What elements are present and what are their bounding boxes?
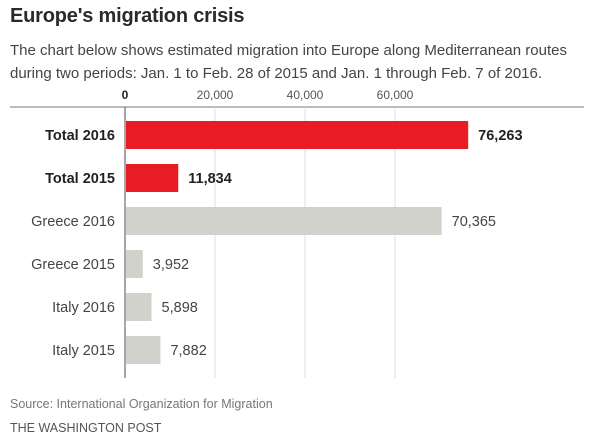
value-label: 3,952 [153,257,189,273]
bar [126,164,179,192]
bar [126,207,442,235]
category-label: Total 2016 [45,128,115,144]
value-label: 7,882 [170,343,206,359]
x-axis-ticks: 0 20,000 40,000 60,000 [122,88,414,102]
x-tick-label: 60,000 [377,88,414,102]
x-tick-label: 40,000 [287,88,324,102]
bar [126,293,152,321]
value-label: 5,898 [162,300,198,316]
bars [126,121,469,364]
value-label: 11,834 [188,171,232,187]
gridlines [10,106,584,378]
x-tick-label: 20,000 [197,88,234,102]
x-tick-label: 0 [122,88,129,102]
category-label: Greece 2016 [31,214,115,230]
category-label: Total 2015 [45,171,115,187]
category-labels: Total 2016 Total 2015 Greece 2016 Greece 20… [31,128,115,359]
publisher-credit: THE WASHINGTON POST [10,421,162,435]
category-label: Greece 2015 [31,257,115,273]
value-label: 70,365 [452,214,496,230]
value-labels: 76,263 11,834 70,365 3,952 5,898 7,882 [153,128,523,359]
category-label: Italy 2016 [52,300,115,316]
chart-subtitle: The chart below shows estimated migratio… [10,42,567,82]
chart-title: Europe's migration crisis [10,5,245,27]
value-label: 76,263 [478,128,522,144]
bar [126,121,469,149]
bar [126,250,143,278]
source-note: Source: International Organization for M… [10,397,273,411]
category-label: Italy 2015 [52,343,115,359]
bar [126,336,161,364]
